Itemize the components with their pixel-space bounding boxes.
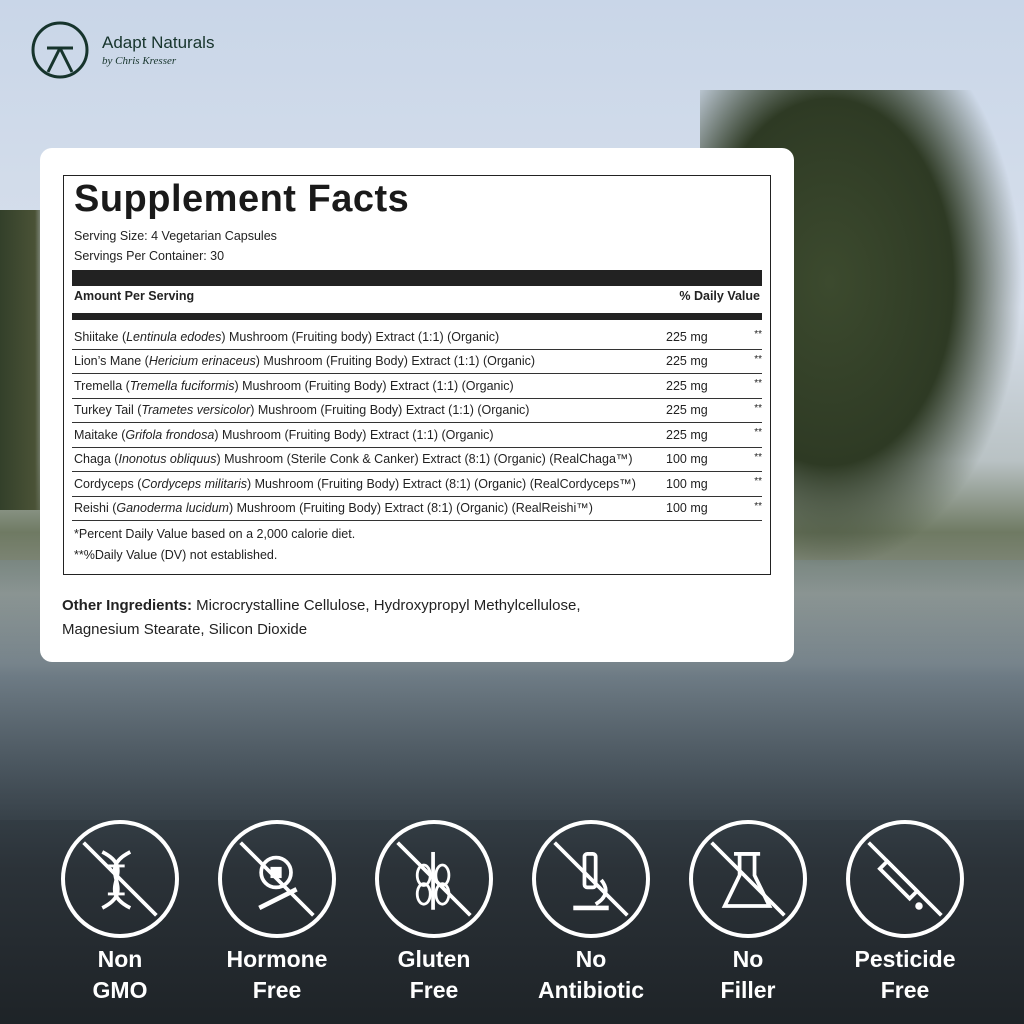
ingredient-dv: ** (754, 329, 762, 340)
table-row: Maitake (Grifola frondosa) Mushroom (Fru… (72, 423, 762, 448)
ingredient-amount: 100 mg (666, 501, 708, 516)
supplement-facts-panel: Supplement Facts Serving Size: 4 Vegetar… (63, 175, 771, 575)
table-header: Amount Per Serving % Daily Value (74, 289, 760, 303)
ingredient-dv: ** (754, 402, 762, 414)
dna-crossed-icon (61, 820, 179, 938)
brand-logo: Adapt Naturals by Chris Kresser (30, 20, 214, 80)
ingredient-dv: ** (754, 451, 762, 463)
ingredient-name: Shiitake (Lentinula edodes) Mushroom (Fr… (74, 329, 500, 344)
brand-tagline: by Chris Kresser (102, 55, 177, 67)
other-ingredients: Other Ingredients: Microcrystalline Cell… (62, 594, 582, 642)
ingredient-dv: ** (754, 378, 762, 389)
ingredient-name: Reishi (Ganoderma lucidum) Mushroom (Fru… (74, 501, 593, 516)
table-row: Cordyceps (Cordyceps militaris) Mushroom… (72, 472, 762, 497)
serving-size: Serving Size: 4 Vegetarian Capsules (74, 229, 277, 243)
ingredient-dv: ** (754, 353, 762, 365)
syringe-crossed-icon (218, 820, 336, 938)
ingredient-amount: 225 mg (666, 427, 708, 442)
badge-label: No Filler (720, 946, 776, 1003)
table-row: Shiitake (Lentinula edodes) Mushroom (Fr… (72, 325, 762, 350)
ingredient-dv: ** (754, 500, 762, 512)
flask-crossed-icon (689, 820, 807, 938)
supplement-facts-card: Supplement Facts Serving Size: 4 Vegetar… (40, 148, 794, 662)
ingredient-amount: 225 mg (666, 354, 708, 369)
table-row: Turkey Tail (Trametes versicolor) Mushro… (72, 399, 762, 423)
badge-label: Pesticide Free (854, 946, 956, 1003)
divider-thick (72, 270, 762, 286)
table-row: Tremella (Tremella fuciformis) Mushroom … (72, 374, 762, 399)
other-ingredients-text: Microcrystalline Cellulose, Hydroxypropy… (62, 597, 581, 638)
footnote-2: **%Daily Value (DV) not established. (74, 548, 278, 562)
divider-medium (72, 313, 762, 320)
facts-title: Supplement Facts (74, 178, 410, 220)
servings-per-container: Servings Per Container: 30 (74, 249, 225, 263)
ingredient-amount: 225 mg (666, 329, 708, 344)
ingredient-table: Shiitake (Lentinula edodes) Mushroom (Fr… (72, 325, 762, 521)
dropper-crossed-icon (846, 820, 964, 938)
table-row: Reishi (Ganoderma lucidum) Mushroom (Fru… (72, 497, 762, 521)
footnote-1: *Percent Daily Value based on a 2,000 ca… (74, 527, 356, 541)
ingredient-amount: 100 mg (666, 476, 708, 491)
ingredient-amount: 100 mg (666, 452, 708, 467)
ingredient-name: Cordyceps (Cordyceps militaris) Mushroom… (74, 476, 636, 491)
ingredient-name: Lion’s Mane (Hericium erinaceus) Mushroo… (74, 354, 536, 369)
badge-label: Non GMO (92, 946, 148, 1003)
ingredient-amount: 225 mg (666, 403, 708, 418)
ingredient-name: Chaga (Inonotus obliquus) Mushroom (Ster… (74, 452, 633, 467)
wheat-crossed-icon (375, 820, 493, 938)
badge-label: Gluten Free (397, 946, 471, 1003)
brand-name: Adapt Naturals (102, 33, 215, 52)
badge-label: No Antibiotic (537, 946, 645, 1003)
ingredient-name: Turkey Tail (Trametes versicolor) Mushro… (74, 403, 530, 418)
ingredient-dv: ** (754, 427, 762, 438)
badge-label: Hormone Free (226, 946, 328, 1003)
ingredient-name: Maitake (Grifola frondosa) Mushroom (Fru… (74, 427, 494, 442)
microscope-crossed-icon (532, 820, 650, 938)
ingredient-name: Tremella (Tremella fuciformis) Mushroom … (74, 378, 514, 393)
dv-header: % Daily Value (679, 289, 760, 303)
ingredient-dv: ** (754, 476, 762, 487)
table-row: Chaga (Inonotus obliquus) Mushroom (Ster… (72, 448, 762, 472)
table-row: Lion’s Mane (Hericium erinaceus) Mushroo… (72, 350, 762, 374)
amount-header: Amount Per Serving (74, 289, 195, 303)
other-ingredients-label: Other Ingredients: (62, 597, 193, 614)
ingredient-amount: 225 mg (666, 378, 708, 393)
logo-mark-icon (31, 21, 89, 79)
